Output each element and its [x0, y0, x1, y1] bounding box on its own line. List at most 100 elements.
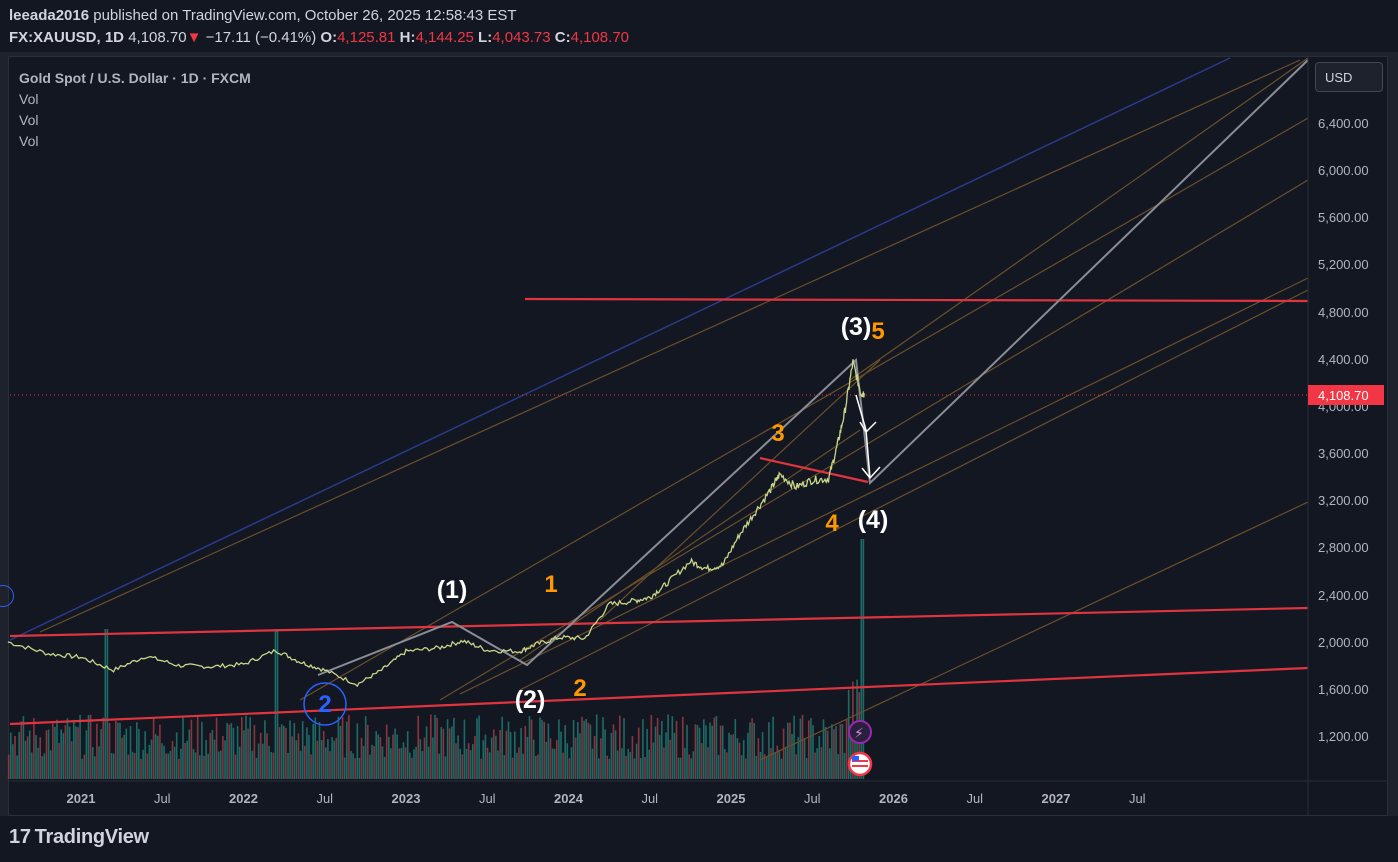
volume-bar: [316, 740, 319, 779]
volume-bar: [343, 757, 346, 779]
tradingview-logo[interactable]: 17 TradingView: [9, 826, 149, 849]
close-value: 4,108.70: [570, 29, 629, 46]
time-tick-label: Jul: [154, 791, 171, 806]
volume-bar: [209, 732, 212, 779]
volume-bar: [537, 754, 539, 779]
volume-bar: [123, 734, 125, 779]
volume-bar: [560, 731, 562, 779]
support-line: [9, 666, 1309, 726]
volume-bar: [352, 753, 354, 779]
volume-bar: [845, 719, 848, 779]
volume-bar: [755, 755, 758, 779]
volume-bar: [121, 737, 123, 779]
volume-legend-3[interactable]: Vol: [19, 133, 39, 149]
volume-bar: [400, 747, 403, 779]
volume-bar: [824, 726, 827, 779]
volume-bar: [787, 722, 789, 779]
volume-bar: [226, 722, 228, 779]
volume-bar: [606, 755, 608, 779]
symbol-label[interactable]: FX:XAUUSD, 1D: [9, 29, 125, 46]
volume-bar: [526, 736, 529, 779]
wave-label: (2): [515, 686, 546, 714]
volume-bar: [749, 722, 751, 779]
volume-bar: [16, 755, 18, 779]
volume-bar: [797, 737, 800, 779]
price-tick-label: 5,200.00: [1318, 257, 1369, 272]
volume-bar: [64, 725, 67, 779]
volume-bar: [217, 751, 220, 779]
volume-bar: [709, 722, 711, 779]
volume-bar: [562, 752, 564, 779]
volume-bar: [488, 752, 491, 779]
volume-bar: [736, 738, 739, 779]
volume-bar: [14, 736, 16, 779]
volume-bar: [129, 726, 132, 779]
volume-bar: [514, 731, 516, 779]
fan-line: [519, 289, 1309, 691]
volume-bar: [789, 722, 791, 779]
currency-button[interactable]: USD: [1315, 62, 1383, 92]
volume-bar: [499, 730, 501, 779]
volume-bar: [616, 750, 619, 779]
volume-bar: [677, 757, 680, 779]
last-price: 4,108.70: [128, 29, 187, 46]
volume-bar: [461, 754, 464, 779]
volume-bar: [476, 718, 478, 779]
volume-bar: [245, 715, 247, 779]
volume-bar: [339, 726, 342, 779]
price-tick-label: 6,000.00: [1318, 163, 1369, 178]
price-tick-label: 1,600.00: [1318, 682, 1369, 697]
volume-bar: [329, 751, 331, 779]
chart-pane[interactable]: [8, 56, 1388, 816]
volume-legend-1[interactable]: Vol: [19, 91, 39, 107]
volume-bar: [264, 720, 266, 779]
volume-bar: [371, 744, 373, 779]
time-tick-label: Jul: [316, 791, 333, 806]
volume-bar: [350, 751, 352, 779]
series-title[interactable]: Gold Spot / U.S. Dollar · 1D · FXCM: [19, 70, 251, 86]
volume-bar: [169, 750, 172, 779]
volume-legend-2[interactable]: Vol: [19, 112, 39, 128]
volume-bar: [47, 729, 50, 779]
volume-bar: [742, 740, 745, 779]
volume-bar: [646, 729, 648, 779]
volume-bar: [287, 753, 289, 779]
volume-bar: [266, 733, 268, 779]
volume-bar: [474, 735, 476, 779]
volume-bar: [507, 721, 510, 779]
volume-bar: [152, 718, 155, 779]
volume-bar: [805, 758, 808, 779]
volume-bar: [816, 748, 818, 779]
publish-info: leeada2016 published on TradingView.com,…: [9, 7, 517, 24]
wave-labels: (1) (2) (3) (4) 1 2 3 4 5 2: [303, 313, 888, 726]
volume-bar: [778, 749, 781, 779]
volume-bar: [814, 752, 816, 779]
volume-bar: [211, 730, 214, 779]
volume-bar: [142, 749, 144, 779]
volume-bar: [472, 744, 474, 779]
volume-bar: [841, 724, 844, 779]
fan-line: [599, 359, 881, 621]
lightning-icon: ⚡: [854, 726, 864, 742]
volume-bar: [325, 747, 327, 779]
volume-bar: [262, 743, 264, 779]
wave-label: 4: [825, 510, 839, 537]
volume-bar: [192, 749, 195, 779]
volume-bar: [505, 730, 508, 779]
volume-bar: [10, 732, 12, 779]
volume-bar: [700, 743, 703, 779]
volume-bar: [761, 732, 764, 779]
volume-bar: [140, 758, 142, 779]
volume-bar: [776, 745, 779, 779]
volume-bar: [459, 748, 461, 779]
volume-bar: [650, 714, 653, 779]
volume-bar: [85, 730, 88, 779]
volume-bar: [360, 737, 363, 779]
volume-bar: [766, 756, 768, 779]
target-level-line: [524, 297, 1309, 303]
volume-bar: [375, 731, 377, 779]
open-value: 4,125.81: [337, 29, 396, 46]
publisher-name[interactable]: leeada2016: [9, 7, 90, 24]
volume-bar: [115, 721, 117, 779]
